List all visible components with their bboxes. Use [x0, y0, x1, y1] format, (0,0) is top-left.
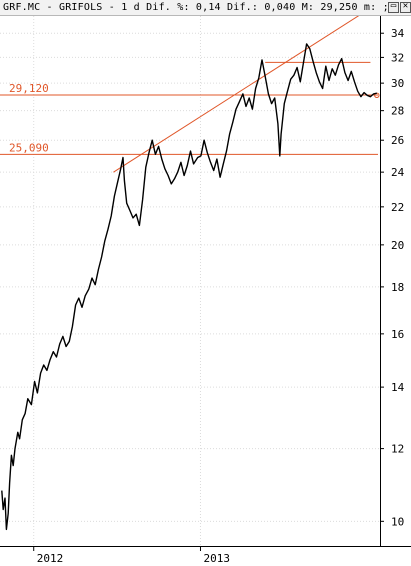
x-tick-label: 2013 [203, 552, 230, 565]
y-tick-label: 30 [391, 77, 404, 90]
drawing-objects: 29,120 25,090 [0, 16, 380, 173]
change-absolute: Dif.: 0,040 [227, 2, 296, 13]
tick-labels: 10 12 14 16 18 20 22 24 26 28 30 32 34 2012 2013 [37, 27, 405, 565]
trend-line [113, 16, 360, 173]
y-tick-label: 26 [391, 134, 404, 147]
more-info: m: ; [363, 2, 389, 13]
x-tick-label: 2012 [37, 552, 64, 565]
chart-title-bar: GRF.MC - GRIFOLS - 1 d Dif. %: 0,14 Dif.… [0, 0, 411, 16]
y-tick-label: 24 [391, 166, 405, 179]
y-tick-label: 34 [391, 27, 405, 40]
close-window-icon: ✕ [402, 1, 409, 11]
price-series [1, 43, 377, 531]
grid-lines [0, 16, 380, 546]
last-point-marker [374, 92, 380, 98]
restore-button[interactable]: ▭ [388, 1, 399, 13]
level-label: 25,090 [9, 141, 49, 154]
restore-window-icon: ▭ [390, 1, 397, 11]
symbol-title: GRF.MC - GRIFOLS - [3, 2, 115, 13]
axes [0, 16, 411, 551]
y-tick-label: 22 [391, 201, 404, 214]
y-tick-label: 20 [391, 239, 404, 252]
y-tick-label: 28 [391, 105, 404, 118]
y-tick-label: 16 [391, 328, 404, 341]
y-tick-label: 10 [391, 515, 404, 528]
quote-summary: GRF.MC - GRIFOLS - 1 d Dif. %: 0,14 Dif.… [3, 2, 389, 13]
y-tick-label: 32 [391, 51, 404, 64]
level-label: 29,120 [9, 82, 49, 95]
interval-label: 1 d [121, 2, 140, 13]
close-button[interactable]: ✕ [400, 1, 411, 13]
y-tick-label: 14 [391, 381, 405, 394]
price-line [1, 43, 377, 531]
y-tick-label: 18 [391, 281, 404, 294]
y-tick-label: 12 [391, 443, 404, 456]
change-percent: Dif. %: 0,14 [146, 2, 221, 13]
price-chart[interactable]: 29,120 25,090 10 12 14 16 18 20 22 24 26 28 30 32 34 2… [0, 16, 411, 566]
last-price: M: 29,250 [301, 2, 358, 13]
